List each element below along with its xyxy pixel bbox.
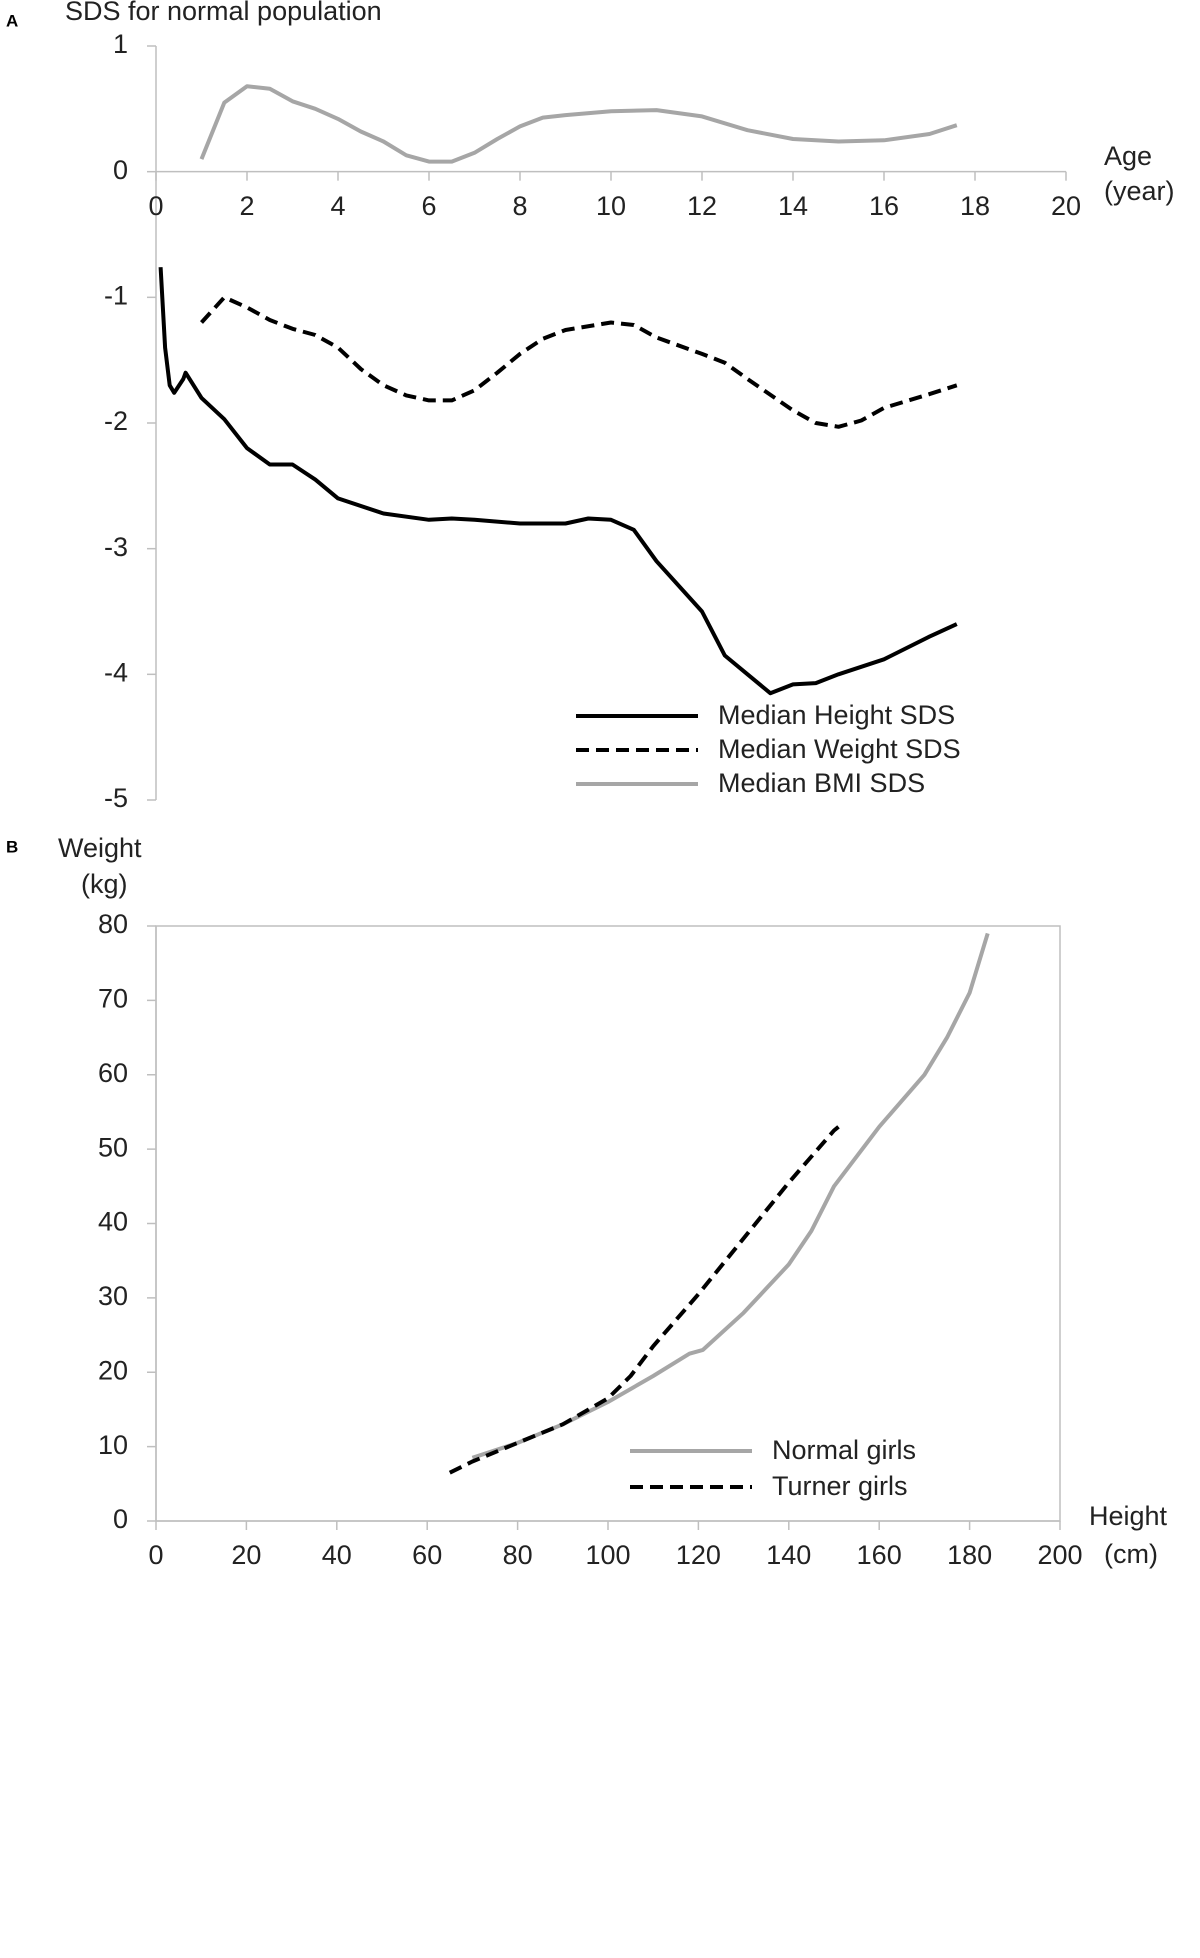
series-line bbox=[158, 267, 958, 696]
y-tick-label: 0 bbox=[113, 155, 128, 185]
x-tick-label: 120 bbox=[676, 1540, 721, 1570]
x-axis-title: Height bbox=[1089, 1501, 1168, 1531]
series-line bbox=[471, 932, 990, 1460]
legend-label: Turner girls bbox=[772, 1471, 908, 1501]
y-tick-label: 20 bbox=[98, 1355, 128, 1385]
y-tick-label: -5 bbox=[104, 783, 128, 813]
y-tick-label: -1 bbox=[104, 280, 128, 310]
x-tick-label: 0 bbox=[148, 191, 163, 221]
series-line bbox=[199, 84, 958, 164]
x-tick-label: 18 bbox=[960, 191, 990, 221]
x-tick-label: 60 bbox=[412, 1540, 442, 1570]
x-tick-label: 200 bbox=[1037, 1540, 1082, 1570]
x-tick-label: 20 bbox=[231, 1540, 261, 1570]
x-tick-label: 140 bbox=[766, 1540, 811, 1570]
x-tick-label: 80 bbox=[503, 1540, 533, 1570]
y-tick-label: 50 bbox=[98, 1132, 128, 1162]
x-tick-label: 2 bbox=[239, 191, 254, 221]
x-tick-label: 6 bbox=[421, 191, 436, 221]
y-tick-label: -2 bbox=[104, 406, 128, 436]
x-tick-label: 4 bbox=[330, 191, 345, 221]
y-tick-label: -3 bbox=[104, 532, 128, 562]
legend-label: Median Weight SDS bbox=[718, 734, 961, 764]
panel-label: A bbox=[6, 11, 18, 30]
x-tick-label: 8 bbox=[512, 191, 527, 221]
y-tick-label: 70 bbox=[98, 984, 128, 1014]
x-tick-label: 100 bbox=[585, 1540, 630, 1570]
y-axis-title: Weight bbox=[58, 833, 142, 863]
x-axis-title: Age bbox=[1104, 141, 1152, 171]
y-tick-label: -4 bbox=[104, 657, 128, 687]
y-tick-label: 60 bbox=[98, 1058, 128, 1088]
y-tick-label: 30 bbox=[98, 1281, 128, 1311]
x-axis-title: (cm) bbox=[1104, 1539, 1158, 1569]
y-tick-label: 80 bbox=[98, 909, 128, 939]
panel-label: B bbox=[6, 837, 18, 856]
x-tick-label: 0 bbox=[148, 1540, 163, 1570]
y-tick-label: 0 bbox=[113, 1504, 128, 1534]
x-tick-label: 160 bbox=[857, 1540, 902, 1570]
x-tick-label: 12 bbox=[687, 191, 717, 221]
series-line bbox=[448, 1125, 840, 1475]
x-tick-label: 14 bbox=[778, 191, 808, 221]
x-tick-label: 10 bbox=[596, 191, 626, 221]
legend-label: Normal girls bbox=[772, 1435, 916, 1465]
legend-label: Median Height SDS bbox=[718, 700, 955, 730]
plot-frame bbox=[155, 925, 1061, 1522]
x-tick-label: 40 bbox=[322, 1540, 352, 1570]
x-tick-label: 180 bbox=[947, 1540, 992, 1570]
x-tick-label: 16 bbox=[869, 191, 899, 221]
y-tick-label: 40 bbox=[98, 1207, 128, 1237]
legend-label: Median BMI SDS bbox=[718, 768, 925, 798]
y-axis-title: (kg) bbox=[81, 869, 128, 899]
y-tick-label: 1 bbox=[113, 29, 128, 59]
x-tick-label: 20 bbox=[1051, 191, 1081, 221]
series-line bbox=[200, 295, 958, 429]
x-axis-title: (year) bbox=[1104, 176, 1175, 206]
y-tick-label: 10 bbox=[98, 1430, 128, 1460]
y-axis-title: SDS for normal population bbox=[65, 0, 382, 26]
